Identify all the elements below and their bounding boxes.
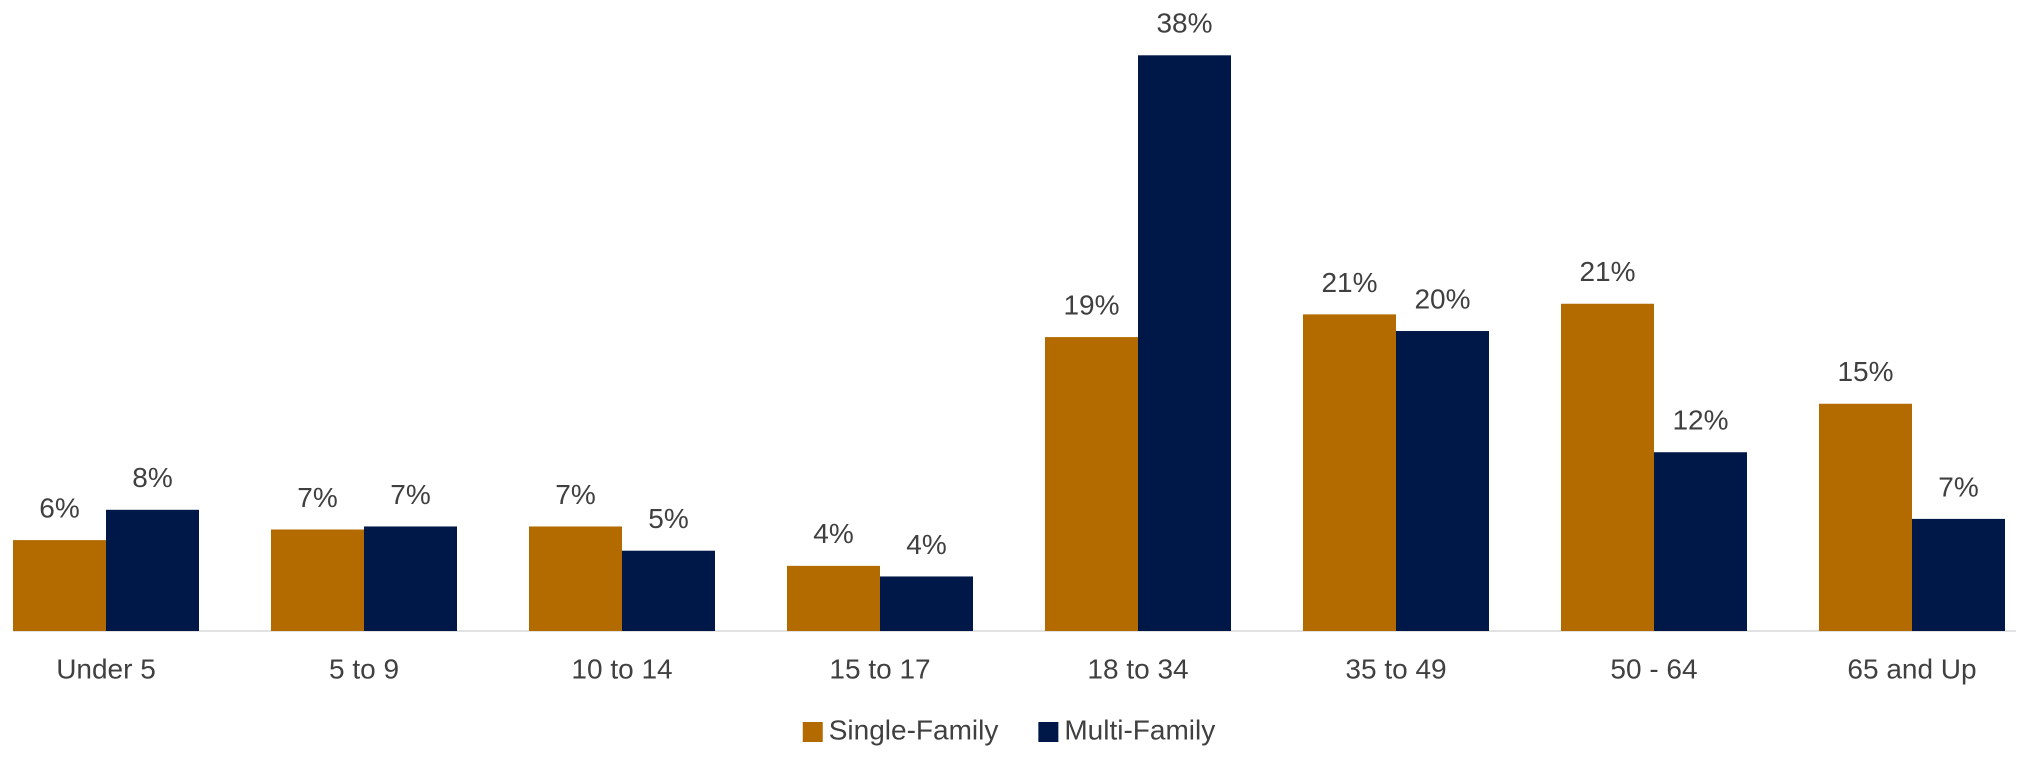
x-tick-label: 18 to 34 [1087,653,1188,684]
data-label: 5% [648,503,688,534]
x-tick-label: 35 to 49 [1345,653,1446,684]
legend-label: Single-Family [829,714,999,745]
bar [364,526,457,631]
bar [1138,55,1231,632]
bar [622,550,715,631]
bar [1819,403,1912,631]
bar [1912,518,2005,631]
bar [880,576,973,631]
legend-swatch [1038,722,1059,742]
data-label: 15% [1837,356,1893,387]
x-tick-label: Under 5 [56,653,156,684]
data-label: 19% [1063,289,1119,320]
legend-item: Multi-Family [1038,714,1215,745]
data-label: 4% [813,518,853,549]
bar [1396,331,1489,631]
data-label: 7% [555,479,595,510]
bar [1561,303,1654,631]
bar [787,565,880,631]
data-label: 6% [39,492,79,523]
legend-item: Single-Family [802,714,999,745]
legend-label: Multi-Family [1064,714,1215,745]
legend-swatch [802,722,823,742]
bar [1654,452,1747,631]
bar [106,509,199,631]
bar [13,540,106,631]
data-label: 21% [1321,267,1377,298]
data-label: 4% [906,529,946,560]
bar [271,529,364,631]
data-label: 38% [1156,8,1212,39]
data-label: 7% [1938,471,1978,502]
data-label: 20% [1414,283,1470,314]
data-label: 7% [297,482,337,513]
data-label: 21% [1579,256,1635,287]
x-tick-label: 5 to 9 [329,653,399,684]
data-label: 8% [132,462,172,493]
x-tick-label: 65 and Up [1847,653,1976,684]
data-label: 7% [390,479,430,510]
x-tick-label: 15 to 17 [829,653,930,684]
bar [1045,337,1138,631]
x-tick-label: 50 - 64 [1610,653,1697,684]
bar [529,526,622,631]
x-tick-label: 10 to 14 [571,653,672,684]
bar [1303,314,1396,631]
data-label: 12% [1672,405,1728,436]
